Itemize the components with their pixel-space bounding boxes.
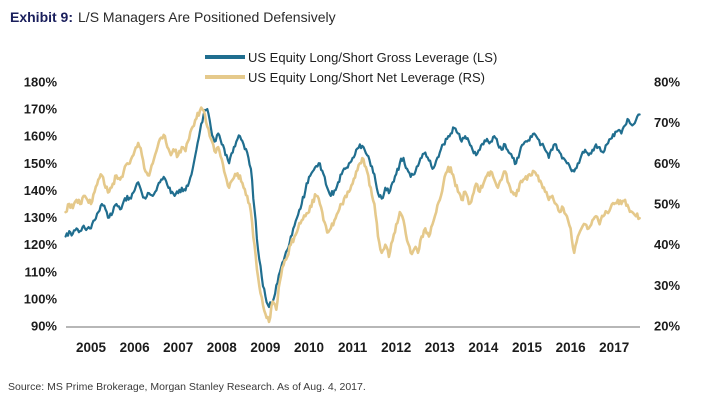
left-axis-tick-label: 160% xyxy=(24,129,58,144)
x-axis-tick-label: 2013 xyxy=(425,340,456,355)
x-axis-tick-label: 2015 xyxy=(512,340,543,355)
left-axis-tick-label: 90% xyxy=(31,319,57,334)
right-axis-tick-label: 20% xyxy=(654,319,680,334)
left-axis-tick-label: 170% xyxy=(24,102,58,117)
gross-leverage-line xyxy=(64,107,641,309)
left-axis-tick-label: 150% xyxy=(24,156,58,171)
left-axis-tick-label: 180% xyxy=(24,75,58,90)
right-axis-tick-label: 80% xyxy=(654,75,680,90)
left-axis-tick-label: 140% xyxy=(24,183,58,198)
exhibit-name: L/S Managers Are Positioned Defensively xyxy=(78,9,336,25)
legend-label-net: US Equity Long/Short Net Leverage (RS) xyxy=(248,69,486,85)
left-axis-tick-label: 100% xyxy=(24,291,58,306)
x-axis-tick-label: 2012 xyxy=(381,340,411,355)
chart-legend: US Equity Long/Short Gross Leverage (LS)… xyxy=(205,47,497,87)
gross-line-swatch xyxy=(205,55,245,59)
x-axis-tick-label: 2011 xyxy=(338,340,368,355)
x-axis-tick-label: 2016 xyxy=(556,340,587,355)
x-axis-tick-label: 2014 xyxy=(468,340,499,355)
net-leverage-line xyxy=(64,106,641,324)
exhibit-number: Exhibit 9: xyxy=(10,9,74,25)
x-axis-tick-label: 2010 xyxy=(294,340,324,355)
left-axis-tick-label: 130% xyxy=(24,210,58,225)
net-line-swatch xyxy=(205,75,245,79)
right-axis-tick-label: 50% xyxy=(654,197,680,212)
right-axis-tick-label: 70% xyxy=(654,115,680,130)
left-axis-tick-label: 120% xyxy=(24,237,58,252)
left-axis-tick-label: 110% xyxy=(24,264,57,279)
x-axis-tick-label: 2006 xyxy=(120,340,151,355)
x-axis-tick-label: 2009 xyxy=(250,340,280,355)
right-axis-tick-label: 30% xyxy=(654,278,680,293)
x-axis-tick-label: 2007 xyxy=(163,340,193,355)
x-axis-tick-label: 2008 xyxy=(207,340,238,355)
x-axis-tick-label: 2005 xyxy=(76,340,107,355)
x-axis-tick-label: 2017 xyxy=(599,340,629,355)
right-axis-tick-label: 40% xyxy=(654,237,680,252)
legend-item-gross: US Equity Long/Short Gross Leverage (LS) xyxy=(205,47,497,67)
exhibit-title: Exhibit 9: L/S Managers Are Positioned De… xyxy=(10,9,336,25)
right-axis-tick-label: 60% xyxy=(654,156,680,171)
source-note: Source: MS Prime Brokerage, Morgan Stanl… xyxy=(8,381,366,393)
legend-label-gross: US Equity Long/Short Gross Leverage (LS) xyxy=(248,49,498,65)
legend-item-net: US Equity Long/Short Net Leverage (RS) xyxy=(205,67,497,87)
